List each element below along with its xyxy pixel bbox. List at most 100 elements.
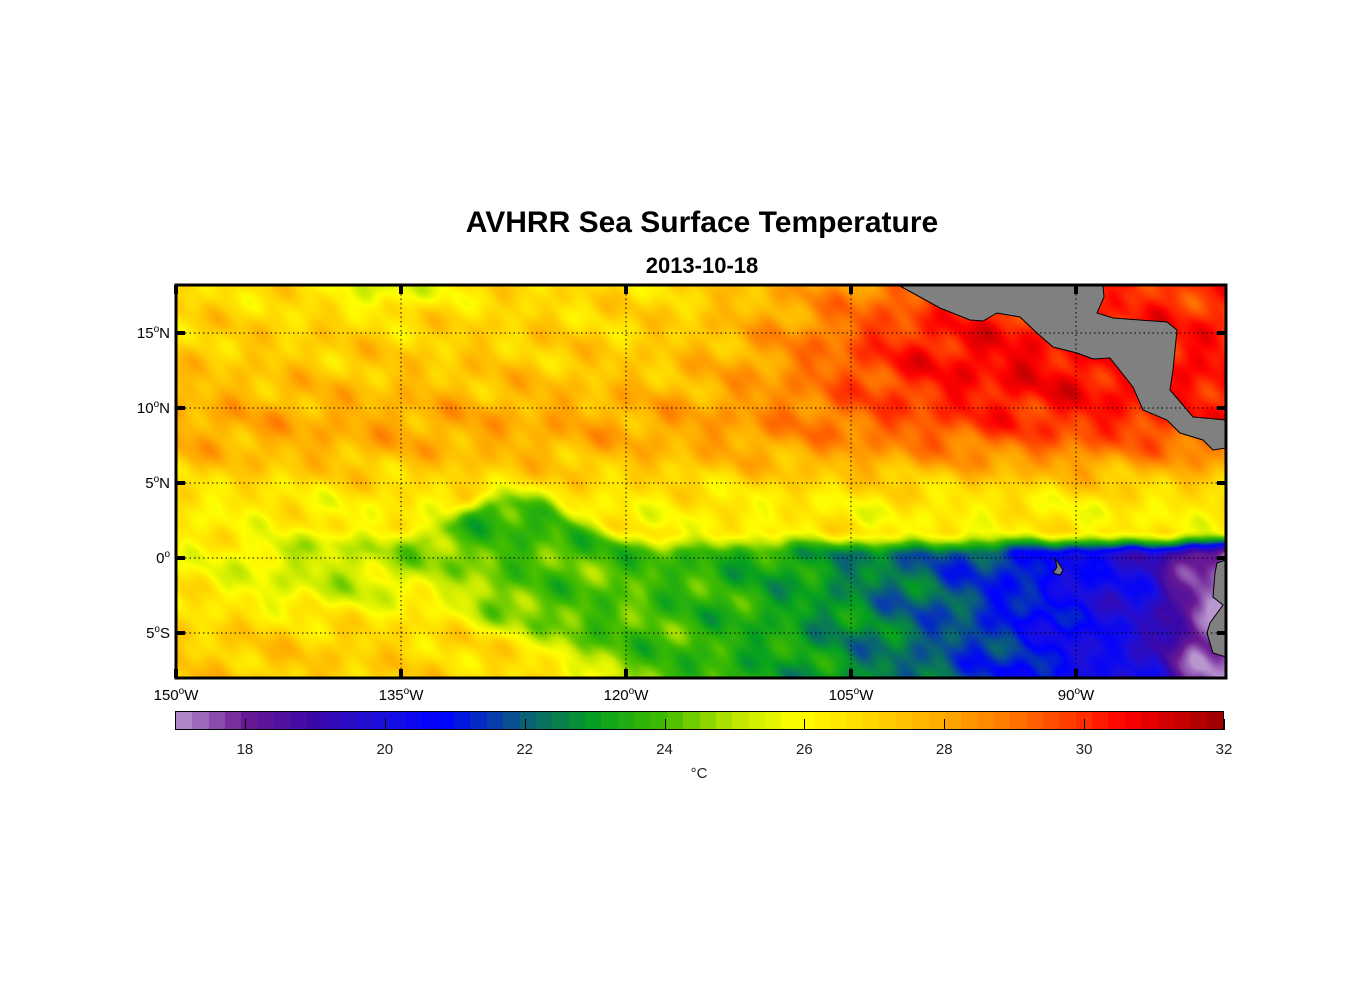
lon-tick-label: 90oW <box>1058 686 1094 704</box>
colorbar-segment <box>993 712 1011 729</box>
degree-value: 120 <box>603 687 629 704</box>
colorbar-segment <box>323 712 340 729</box>
colorbar-segment <box>781 712 798 729</box>
colorbar-segment <box>421 712 438 729</box>
colorbar-segment <box>225 712 242 729</box>
colorbar-tick <box>1224 719 1225 730</box>
map-overlay <box>174 283 1228 680</box>
lon-tick-label: 150oW <box>154 686 199 704</box>
hemisphere: W <box>1080 687 1095 704</box>
colorbar-segment <box>241 712 258 729</box>
colorbar-segment <box>1173 712 1191 729</box>
lon-tick-label: 135oW <box>379 686 424 704</box>
colorbar-segment <box>486 712 504 729</box>
colorbar-segment <box>683 712 700 729</box>
hemisphere: S <box>159 625 170 642</box>
sst-map <box>174 283 1228 680</box>
colorbar-segment <box>928 712 945 729</box>
degree-symbol: o <box>178 686 185 697</box>
degree-value: 150 <box>153 687 179 704</box>
degree-symbol: o <box>153 399 160 410</box>
colorbar-segment <box>290 712 307 729</box>
colorbar-segment <box>503 712 520 729</box>
land-central-america <box>899 285 1227 451</box>
colorbar-tick <box>384 719 386 730</box>
colorbar-tick-label: 24 <box>656 741 673 758</box>
degree-symbol: o <box>153 324 160 335</box>
chart-subtitle: 2013-10-18 <box>645 253 759 278</box>
colorbar-segment <box>650 712 667 729</box>
colorbar-segment <box>944 712 962 729</box>
degree-symbol: o <box>1074 686 1081 697</box>
degree-symbol: o <box>853 686 860 697</box>
lon-tick-label: 120oW <box>604 686 649 704</box>
colorbar-segment <box>1108 712 1125 729</box>
lat-tick-label: 0o <box>156 549 170 567</box>
colorbar-segment <box>814 712 831 729</box>
colorbar-segment <box>552 712 569 729</box>
colorbar-segment <box>601 712 618 729</box>
colorbar-segment <box>961 712 978 729</box>
hemisphere: W <box>859 687 874 704</box>
colorbar-segment <box>568 712 585 729</box>
colorbar-segment <box>519 712 536 729</box>
lat-tick-label: 10oN <box>137 399 170 417</box>
colorbar-segment <box>208 712 226 729</box>
colorbar-segment <box>764 712 782 729</box>
colorbar-segment <box>797 712 815 729</box>
colorbar-segment <box>176 712 193 729</box>
colorbar-segment <box>977 712 994 729</box>
colorbar-unit: °C <box>690 765 708 782</box>
hemisphere: N <box>159 400 170 417</box>
colorbar-segment <box>1190 712 1207 729</box>
colorbar-tick <box>664 719 666 730</box>
land-galapagos <box>1052 557 1064 576</box>
colorbar-segment <box>1092 712 1109 729</box>
colorbar-segment <box>895 712 913 729</box>
colorbar-segment <box>306 712 324 729</box>
colorbar-tick <box>804 719 806 730</box>
lat-tick-label: 5oS <box>146 624 170 642</box>
colorbar-segment <box>1059 712 1076 729</box>
degree-symbol: o <box>403 686 410 697</box>
colorbar-segment <box>1141 712 1158 729</box>
colorbar-segment <box>437 712 455 729</box>
degree-symbol: o <box>628 686 635 697</box>
colorbar-segment <box>257 712 275 729</box>
colorbar-segment <box>454 712 471 729</box>
lat-tick-label: 5oN <box>145 474 170 492</box>
land-south-america <box>1206 559 1227 658</box>
colorbar-segment <box>666 712 684 729</box>
degree-value: 105 <box>828 687 854 704</box>
hemisphere: N <box>159 475 170 492</box>
colorbar-segment <box>470 712 487 729</box>
colorbar-segment <box>863 712 880 729</box>
map-frame <box>174 283 1228 680</box>
colorbar-tick <box>944 719 946 730</box>
colorbar-segment <box>192 712 209 729</box>
colorbar-segment <box>1043 712 1060 729</box>
colorbar-tick-label: 18 <box>236 741 254 758</box>
colorbar-segment <box>355 712 373 729</box>
degree-value: 15 <box>136 325 154 342</box>
colorbar-tick-label: 30 <box>1075 741 1093 758</box>
colorbar-segment <box>830 712 847 729</box>
colorbar-segment <box>879 712 896 729</box>
colorbar-tick-label: 26 <box>796 741 813 758</box>
colorbar-segment <box>535 712 553 729</box>
degree-value: 90 <box>1057 687 1075 704</box>
colorbar-segment <box>339 712 356 729</box>
colorbar-tick <box>524 719 526 730</box>
colorbar-segment <box>1026 712 1044 729</box>
colorbar-segment <box>1124 712 1142 729</box>
colorbar-tick <box>1084 719 1086 730</box>
degree-value: 0 <box>156 550 165 567</box>
colorbar-segment <box>715 712 733 729</box>
colorbar-tick-label: 22 <box>516 741 533 758</box>
hemisphere: W <box>409 687 424 704</box>
chart-title: AVHRR Sea Surface Temperature <box>465 206 939 239</box>
colorbar-tick-label: 32 <box>1215 741 1233 758</box>
hemisphere: N <box>159 325 170 342</box>
colorbar-segment <box>732 712 749 729</box>
hemisphere: W <box>634 687 649 704</box>
